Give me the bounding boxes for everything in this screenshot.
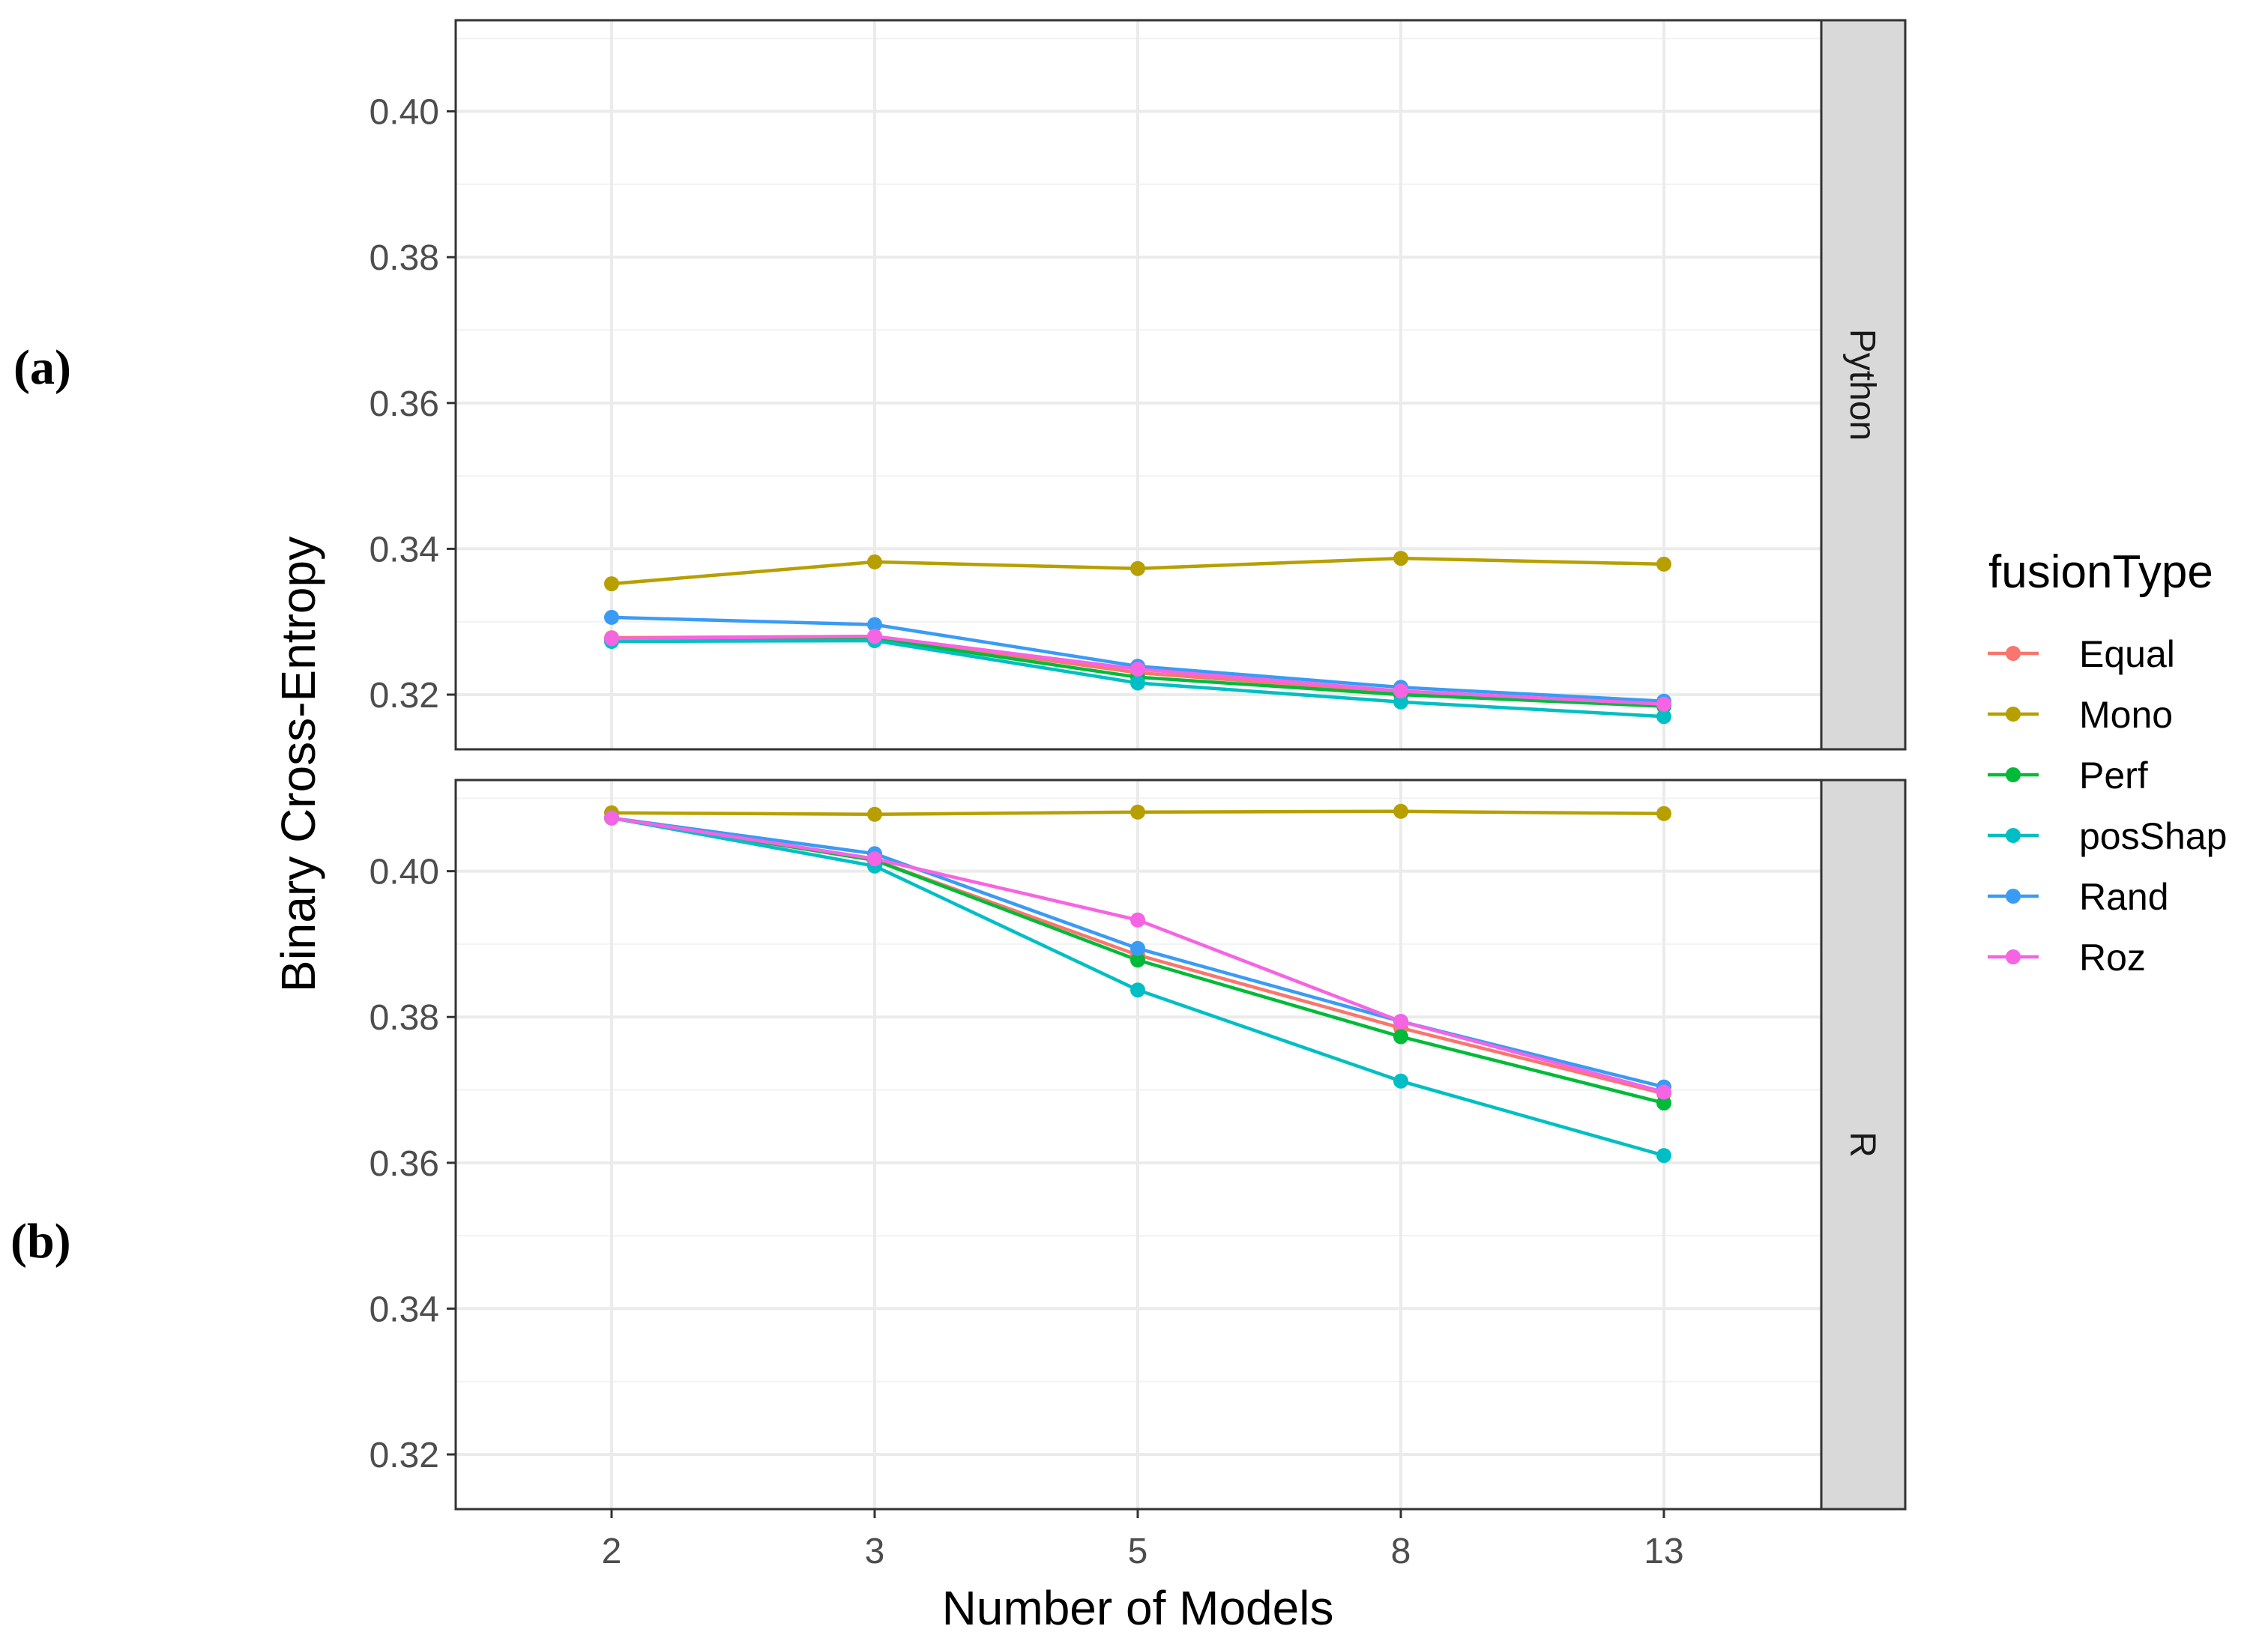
y-tick-label: 0.36 [370, 1144, 439, 1184]
data-point-mono [1130, 560, 1145, 576]
data-point-roz [1656, 1084, 1671, 1100]
data-point-perf [1393, 1029, 1408, 1045]
data-point-posshap [1393, 694, 1408, 710]
legend: fusionType Equal Mono Perf posShap Rand Roz [1988, 546, 2227, 979]
data-point-mono [1656, 806, 1671, 821]
data-point-roz [1656, 696, 1671, 712]
legend-key-point [2006, 889, 2021, 904]
data-point-mono [1393, 803, 1408, 819]
x-tick-label: 13 [1644, 1532, 1683, 1571]
data-point-posshap [1130, 675, 1145, 691]
data-point-perf [1656, 1095, 1671, 1110]
legend-label: posShap [2079, 815, 2227, 857]
x-tick-label: 8 [1391, 1532, 1411, 1571]
data-point-roz [1130, 912, 1145, 928]
data-point-roz [1393, 683, 1408, 699]
x-axis-title: Number of Models [942, 1581, 1334, 1635]
data-point-posshap [1656, 1148, 1671, 1164]
facet-strip [1820, 779, 1907, 1511]
y-tick-label: 0.38 [370, 998, 439, 1038]
y-axis-title: Binary Cross-Entropy [271, 537, 325, 992]
x-axis: 2 3 5 8 13 [602, 1509, 1684, 1571]
data-point-mono [1656, 556, 1671, 572]
data-point-roz [1130, 662, 1145, 677]
data-point-roz [867, 629, 882, 644]
panel-tag-b: (b) [10, 1214, 71, 1269]
data-point-posshap [1393, 1073, 1408, 1089]
data-point-mono [867, 806, 882, 822]
x-tick-label: 2 [602, 1532, 622, 1571]
data-point-rand [1130, 940, 1145, 956]
data-point-roz [867, 851, 882, 867]
legend-key-point [2006, 707, 2021, 722]
chart-panels: 0.320.340.360.380.40Python0.320.340.360.… [370, 19, 1907, 1571]
legend-key-point [2006, 949, 2021, 964]
data-point-mono [1130, 804, 1145, 820]
facet-strip-label: R [1842, 1131, 1882, 1158]
legend-key-point [2006, 828, 2021, 843]
x-tick-label: 3 [865, 1532, 885, 1571]
panel-r: 0.32 0.34 0.36 0.38 0.40 R [370, 779, 1907, 1511]
legend-item-equal: Equal [1988, 633, 2175, 675]
legend-item-perf: Perf [1988, 755, 2148, 797]
facet-strip-label: Python [1842, 329, 1882, 441]
data-point-roz [604, 810, 619, 826]
data-point-roz [1393, 1014, 1408, 1030]
data-point-mono [867, 554, 882, 569]
y-tick-label: 0.34 [370, 1290, 439, 1329]
y-tick-label: 0.36 [370, 384, 439, 424]
data-point-rand [867, 617, 882, 632]
y-tick-label: 0.32 [370, 676, 439, 716]
legend-item-rand: Rand [1988, 876, 2169, 918]
data-point-roz [604, 631, 619, 647]
y-tick-label: 0.40 [370, 853, 439, 892]
legend-label: Perf [2079, 755, 2148, 797]
legend-key-point [2006, 646, 2021, 661]
legend-label: Rand [2079, 876, 2169, 918]
data-point-mono [604, 576, 619, 592]
facet-strip [1820, 19, 1907, 751]
x-tick-label: 5 [1128, 1532, 1148, 1571]
y-tick-label: 0.34 [370, 530, 439, 569]
legend-title: fusionType [1988, 546, 2213, 598]
data-point-posshap [1656, 709, 1671, 725]
legend-label: Equal [2079, 633, 2175, 675]
panel-python: 0.32 0.34 0.36 0.38 0.40 Python [370, 19, 1907, 751]
data-point-mono [1393, 551, 1408, 566]
legend-label: Roz [2079, 937, 2146, 979]
data-point-rand [604, 609, 619, 625]
panel-tag-a: (a) [13, 340, 71, 395]
y-tick-label: 0.32 [370, 1436, 439, 1475]
data-point-posshap [1130, 982, 1145, 998]
data-point-perf [1130, 952, 1145, 968]
legend-label: Mono [2079, 694, 2173, 736]
legend-item-mono: Mono [1988, 694, 2173, 736]
y-tick-label: 0.38 [370, 238, 439, 278]
legend-item-posshap: posShap [1988, 815, 2227, 857]
legend-item-roz: Roz [1988, 937, 2146, 979]
legend-key-point [2006, 767, 2021, 782]
y-tick-label: 0.40 [370, 93, 439, 133]
